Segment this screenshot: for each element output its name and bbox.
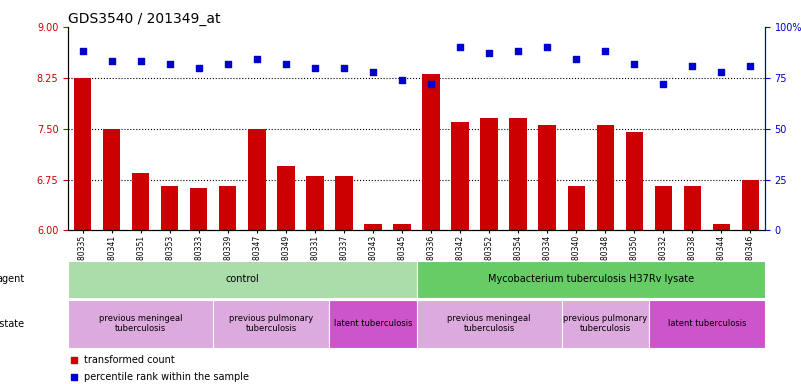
Text: transformed count: transformed count (84, 355, 175, 365)
Bar (68, 261, 417, 298)
Bar (562, 300, 649, 348)
Text: GDS3540 / 201349_at: GDS3540 / 201349_at (68, 12, 220, 26)
Point (221, 60, 234, 66)
Text: previous pulmonary
tuberculosis: previous pulmonary tuberculosis (229, 314, 313, 333)
Point (483, 50, 496, 56)
Point (657, 81, 670, 87)
Point (570, 56, 582, 63)
Point (135, 58, 147, 65)
Point (337, 65, 350, 71)
Text: latent tuberculosis: latent tuberculosis (667, 319, 747, 328)
Bar (132, 173, 149, 230)
Bar (422, 74, 440, 230)
Point (251, 56, 264, 63)
Bar (451, 122, 469, 230)
Point (425, 81, 437, 87)
Bar (481, 118, 497, 230)
Point (628, 60, 641, 66)
Bar (306, 176, 324, 230)
Bar (329, 300, 417, 348)
Point (105, 58, 118, 65)
Bar (417, 300, 562, 348)
Point (396, 77, 409, 83)
Bar (713, 223, 731, 230)
Bar (597, 125, 614, 230)
Bar (417, 261, 765, 298)
Bar (213, 300, 329, 348)
Point (316, 301, 329, 307)
Text: agent: agent (0, 274, 25, 285)
Bar (103, 129, 120, 230)
Text: Mycobacterium tuberculosis H37Rv lysate: Mycobacterium tuberculosis H37Rv lysate (488, 274, 694, 285)
Bar (683, 186, 701, 230)
Point (280, 60, 292, 66)
Text: disease state: disease state (0, 318, 25, 329)
Bar (649, 300, 765, 348)
Bar (654, 186, 672, 230)
Point (367, 69, 380, 75)
Bar (538, 125, 556, 230)
Text: control: control (225, 274, 260, 285)
Bar (567, 186, 585, 230)
Point (316, 144, 329, 150)
Point (599, 48, 612, 55)
Point (686, 63, 698, 69)
Text: previous pulmonary
tuberculosis: previous pulmonary tuberculosis (563, 314, 647, 333)
Bar (335, 176, 352, 230)
Text: latent tuberculosis: latent tuberculosis (334, 319, 413, 328)
Bar (190, 188, 207, 230)
Point (541, 44, 553, 50)
Bar (74, 78, 91, 230)
Bar (248, 129, 266, 230)
Point (512, 48, 525, 55)
Bar (626, 132, 643, 230)
Point (744, 63, 757, 69)
Bar (219, 186, 236, 230)
Text: previous meningeal
tuberculosis: previous meningeal tuberculosis (99, 314, 183, 333)
Bar (742, 180, 759, 230)
Point (76, 48, 89, 55)
Point (192, 65, 205, 71)
Point (308, 65, 321, 71)
Bar (509, 118, 527, 230)
Text: percentile rank within the sample: percentile rank within the sample (84, 372, 249, 382)
Bar (161, 186, 179, 230)
Point (163, 60, 176, 66)
Point (453, 44, 466, 50)
Bar (277, 166, 295, 230)
Point (715, 69, 728, 75)
Bar (68, 300, 213, 348)
Text: previous meningeal
tuberculosis: previous meningeal tuberculosis (448, 314, 531, 333)
Bar (393, 223, 411, 230)
Bar (364, 223, 381, 230)
